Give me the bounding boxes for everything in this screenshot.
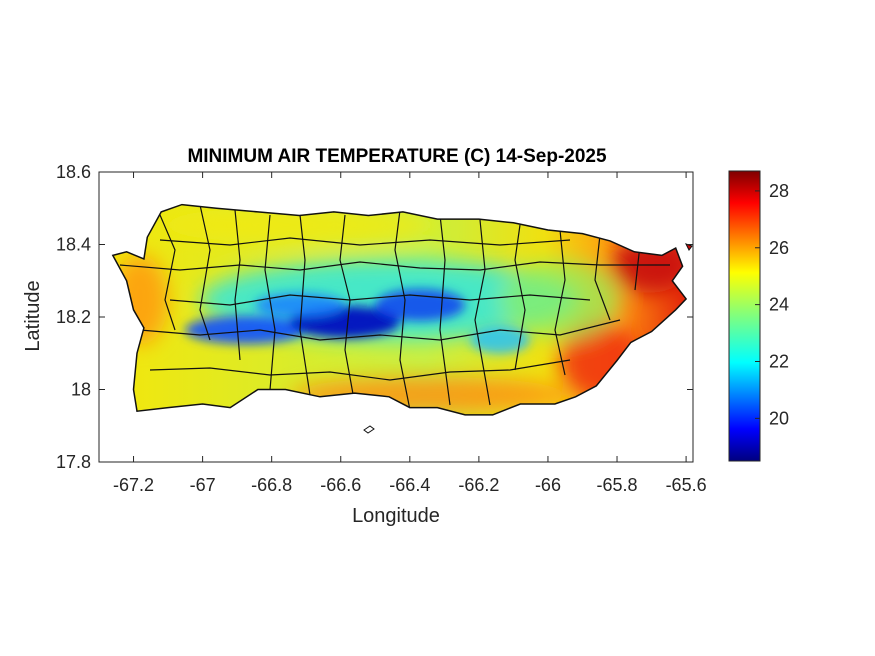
x-axis-label: Longitude: [352, 505, 440, 527]
central-blue-east: [375, 289, 465, 321]
x-tick-label: -67.2: [113, 475, 154, 495]
colorbar: [728, 170, 761, 462]
x-tick-label: -66.2: [458, 475, 499, 495]
colorbar-tick-label: 28: [769, 181, 789, 201]
colorbar-tick-label: 24: [769, 295, 789, 315]
colorbar-tick-label: 20: [769, 408, 789, 428]
central-blue-mid: [255, 293, 345, 317]
x-tick-label: -66.8: [251, 475, 292, 495]
colorbar-ticks: 20 22 24 26 28: [755, 181, 789, 428]
x-tick-label: -66: [535, 475, 561, 495]
x-tick-label: -65.8: [597, 475, 638, 495]
island-outline: [111, 203, 688, 416]
east-interior-green: [500, 260, 620, 340]
x-tick-label: -66.4: [389, 475, 430, 495]
islet-south: [363, 425, 375, 434]
municipal-boundaries: [119, 204, 670, 411]
colorbar-tick-label: 22: [769, 351, 789, 371]
chart-title: MINIMUM AIR TEMPERATURE (C) 14-Sep-2025: [187, 146, 607, 167]
y-axis: 17.8 18 18.2 18.4 18.6: [56, 162, 693, 472]
colorbar-tick-label: 26: [769, 238, 789, 258]
y-tick-label: 18.4: [56, 235, 91, 255]
y-tick-label: 17.8: [56, 452, 91, 472]
y-axis-label: Latitude: [22, 280, 44, 351]
y-tick-label: 18.6: [56, 162, 91, 182]
x-axis: -67.2 -67 -66.8 -66.6 -66.4 -66.2 -66 -65.8 -65.…: [113, 172, 707, 495]
y-tick-label: 18.2: [56, 307, 91, 327]
x-tick-label: -66.6: [320, 475, 361, 495]
y-tick-label: 18: [71, 380, 91, 400]
x-tick-label: -67: [190, 475, 216, 495]
x-tick-label: -65.6: [666, 475, 707, 495]
